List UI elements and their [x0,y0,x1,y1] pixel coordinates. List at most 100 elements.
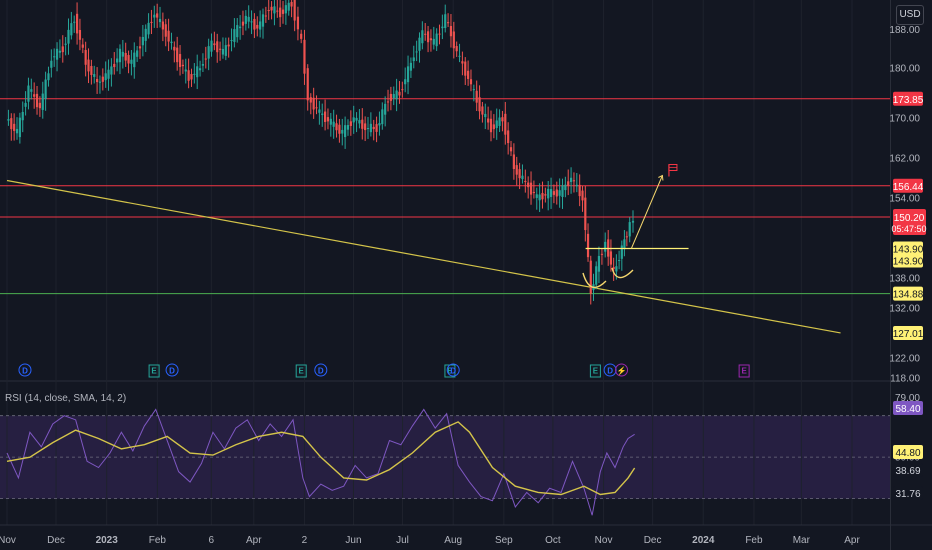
candle-body [213,43,216,46]
candle-body [398,91,401,96]
candle-body [241,21,245,26]
candle-body [524,180,527,182]
candle-body [150,21,153,23]
time-tick-label: Jun [345,535,361,546]
projection-arrow [630,175,663,249]
dividend-marker-icon [314,363,328,377]
candle-body [349,121,352,126]
candle-body [201,64,205,66]
candle-body [78,29,82,40]
candle-body [173,46,176,51]
candle-body [196,66,199,78]
candle-body [113,63,116,68]
candle-body [564,184,567,191]
price-tick-label: 122.00 [889,354,920,365]
time-tick-label: Apr [844,535,860,546]
dividend-marker-icon [446,363,460,377]
event-marker-label: E [593,367,599,376]
candle-body [121,51,124,57]
candle-body [589,260,592,294]
candle-body [467,70,470,79]
candle-body [529,182,533,195]
time-tick-label: Sep [495,535,513,546]
candle-body [424,33,427,35]
candle-body [247,16,250,22]
candle-body [412,57,415,62]
candle-body [415,51,418,53]
candle-body [27,85,30,102]
candle-body [35,93,39,108]
candle-body [324,111,327,122]
candle-body [93,74,96,77]
candle-body [552,191,556,195]
candle-body [38,102,41,109]
candle-body [87,59,90,72]
candle-body [449,26,453,37]
candle-body [518,169,521,179]
time-tick-label: Jul [396,535,409,546]
candle-body [267,9,270,12]
candle-body [612,267,615,269]
candle-body [421,30,424,44]
candle-body [404,79,407,85]
candle-body [489,118,493,133]
dividend-marker-icon [603,363,617,377]
candle-body [321,113,324,115]
rsi-value-label [893,445,923,459]
candle-body [401,89,404,91]
candle-body [170,41,173,44]
event-marker-label: E [447,367,453,376]
candle-body [156,13,159,18]
candle-body [355,117,358,121]
candle-body [90,66,93,75]
candle-body [84,49,87,65]
candle-body [527,182,530,188]
candle-body [10,118,13,130]
candle-body [315,107,318,109]
candle-body [124,52,127,61]
candle-body [615,266,618,272]
candle-body [426,31,430,43]
candle-body [224,45,227,56]
candle-body [441,26,444,29]
candle-body [569,177,573,182]
candle-body [81,44,84,48]
candle-body [281,9,285,14]
candle-body [338,124,341,134]
candle-body [21,112,24,121]
candle-body [446,22,450,24]
rsi-title: RSI (14, close, SMA, 14, 2) [5,393,126,404]
candle-body [273,6,276,14]
candle-body [290,1,293,7]
price-label-value: 134.88 [893,290,924,301]
candle-body [452,31,455,49]
currency-button[interactable]: USD [896,5,924,25]
candle-body [429,38,433,41]
candle-body [70,23,73,36]
candle-body [595,266,598,285]
candle-body [236,25,239,38]
dividend-marker-icon [165,363,179,377]
candle-body [47,73,50,81]
candle-body [164,24,167,37]
candle-body [478,97,481,112]
candle-body [469,79,473,85]
price-label [893,91,923,106]
candle-body [332,121,335,127]
candle-body [18,117,21,138]
candle-body [221,48,225,55]
candle-body [378,123,381,126]
candle-body [575,184,578,187]
rsi-value-label-text: 44.80 [895,448,920,459]
rsi-value-label-text: 38.69 [895,466,920,477]
candle-body [233,29,236,42]
candle-body [24,102,27,107]
candle-body [178,54,182,67]
candle-body [104,73,107,81]
candle-body [296,16,300,30]
time-tick-label: 2023 [96,535,119,546]
trendline [6,179,841,334]
candle-body [136,50,139,57]
candle-body [409,62,413,71]
